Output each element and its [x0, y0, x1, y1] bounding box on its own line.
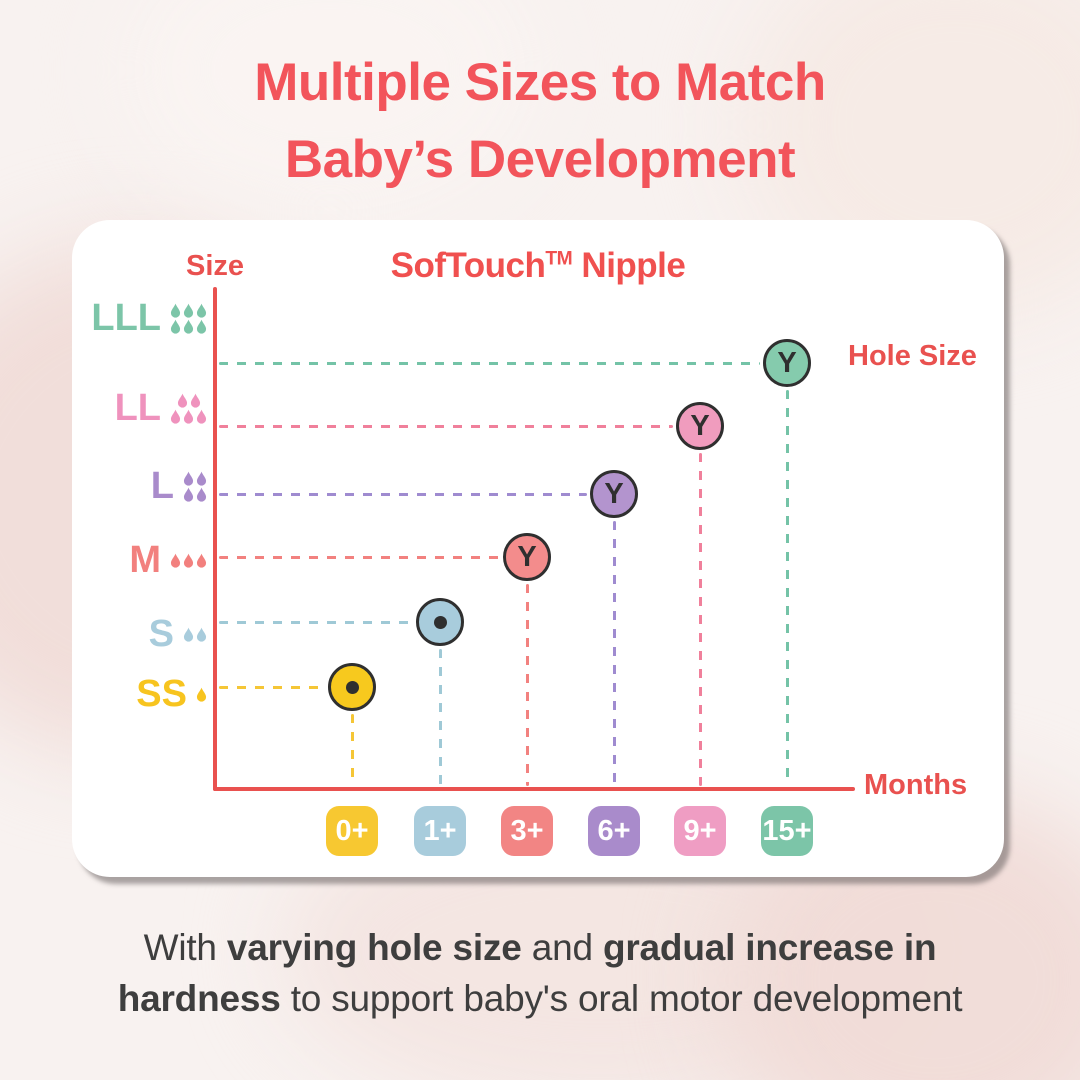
- droplet-icon: [190, 393, 200, 408]
- footer-caption-line-2: hardness to support baby's oral motor de…: [117, 978, 963, 1019]
- column-dash-line-3+: [526, 584, 529, 786]
- size-label-S: S: [148, 613, 174, 655]
- size-row-M: M: [129, 541, 207, 579]
- hole-round-icon: [433, 615, 447, 629]
- droplet-icon: [170, 319, 181, 334]
- hole-size-annotation: Hole Size: [848, 340, 977, 372]
- month-badge-3+: 3+: [501, 806, 553, 856]
- data-point-SS-0+: [328, 663, 376, 711]
- droplet-icon: [183, 471, 194, 486]
- size-row-LL: LL: [115, 389, 207, 427]
- droplet-row: [183, 471, 207, 486]
- droplet-cluster-M: [170, 553, 207, 568]
- size-row-L: L: [151, 467, 207, 505]
- month-badge-9+: 9+: [674, 806, 726, 856]
- column-dash-line-15+: [786, 390, 789, 786]
- data-point-S-1+: [416, 598, 464, 646]
- hole-y-cut-icon: Y: [690, 409, 710, 442]
- row-dash-line-LLL: [219, 362, 760, 365]
- droplet-cluster-S: [183, 627, 207, 642]
- y-axis-label: Size: [185, 250, 245, 282]
- row-dash-line-S: [219, 621, 413, 624]
- x-axis-label: Months: [864, 769, 968, 801]
- data-point-M-3+: Y: [503, 533, 551, 581]
- hole-y-cut-icon: Y: [604, 477, 624, 510]
- droplet-cluster-SS: [196, 687, 207, 702]
- data-point-LLL-15+: Y: [763, 339, 811, 387]
- droplet-icon: [196, 409, 207, 424]
- droplet-icon: [183, 409, 194, 424]
- droplet-icon: [196, 553, 207, 568]
- month-badge-0+: 0+: [326, 806, 378, 856]
- droplet-cluster-LL: [170, 393, 207, 424]
- hole-y-cut-icon: Y: [777, 346, 797, 379]
- footer-caption-line-1: With varying hole size and gradual incre…: [143, 927, 937, 968]
- droplet-row: [183, 487, 207, 502]
- column-dash-line-6+: [613, 521, 616, 786]
- droplet-row: [170, 303, 207, 318]
- column-dash-line-9+: [699, 453, 702, 786]
- droplet-icon: [177, 393, 187, 408]
- droplet-icon: [170, 409, 181, 424]
- hole-round-icon: [345, 680, 359, 694]
- droplet-icon: [183, 627, 194, 642]
- size-label-L: L: [150, 465, 174, 507]
- droplet-icon: [170, 303, 181, 318]
- droplet-icon: [196, 319, 207, 334]
- size-row-S: S: [149, 615, 207, 653]
- droplet-icon: [196, 487, 207, 502]
- data-point-L-6+: Y: [590, 470, 638, 518]
- droplet-icon: [170, 553, 181, 568]
- page-title-line-1: Multiple Sizes to Match: [254, 53, 826, 112]
- droplet-row: [170, 319, 207, 334]
- row-dash-line-LL: [219, 425, 673, 428]
- droplet-icon: [183, 319, 194, 334]
- page-title: Multiple Sizes to Match Baby’s Developme…: [0, 44, 1080, 198]
- size-label-LL: LL: [114, 387, 161, 429]
- footer-caption: With varying hole size and gradual incre…: [0, 922, 1080, 1024]
- page-title-line-2: Baby’s Development: [284, 130, 796, 189]
- droplet-cluster-L: [183, 471, 207, 502]
- droplet-row: [177, 393, 201, 408]
- droplet-icon: [183, 303, 194, 318]
- month-badge-6+: 6+: [588, 806, 640, 856]
- droplet-cluster-LLL: [170, 303, 207, 334]
- y-axis-line: [213, 287, 217, 791]
- droplet-icon: [196, 687, 207, 702]
- row-dash-line-SS: [219, 686, 325, 689]
- droplet-row: [196, 687, 207, 702]
- chart-title: SofTouchTM Nipple: [390, 246, 686, 285]
- droplet-row: [183, 627, 207, 642]
- droplet-row: [170, 409, 207, 424]
- row-dash-line-M: [219, 556, 500, 559]
- droplet-icon: [196, 303, 207, 318]
- size-row-LLL: LLL: [91, 299, 207, 337]
- droplet-row: [170, 553, 207, 568]
- size-label-M: M: [129, 539, 161, 581]
- size-label-SS: SS: [136, 673, 187, 715]
- month-badge-1+: 1+: [414, 806, 466, 856]
- droplet-icon: [183, 487, 194, 502]
- month-badge-15+: 15+: [761, 806, 813, 856]
- droplet-icon: [196, 627, 207, 642]
- column-dash-line-0+: [351, 714, 354, 786]
- droplet-icon: [196, 471, 207, 486]
- hole-y-cut-icon: Y: [517, 540, 537, 573]
- size-row-SS: SS: [136, 675, 207, 713]
- row-dash-line-L: [219, 493, 587, 496]
- size-label-LLL: LLL: [91, 297, 161, 339]
- column-dash-line-1+: [439, 649, 442, 786]
- droplet-icon: [183, 553, 194, 568]
- data-point-LL-9+: Y: [676, 402, 724, 450]
- x-axis-line: [213, 787, 855, 791]
